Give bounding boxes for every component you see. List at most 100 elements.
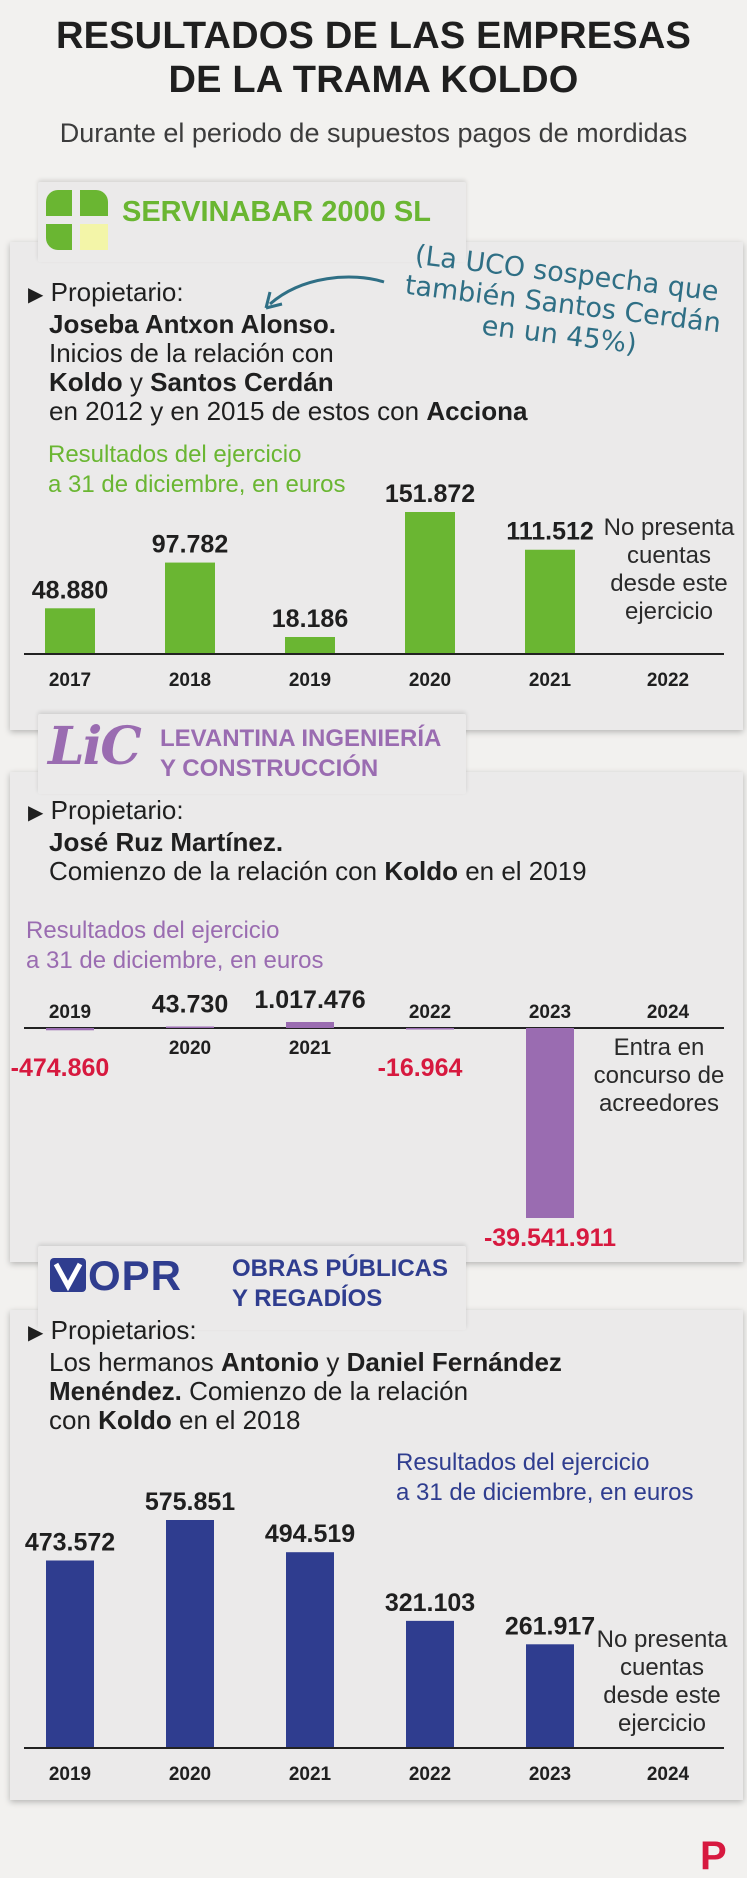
bar-2019 <box>46 1028 94 1031</box>
value-label-2022: 321.103 <box>385 1589 475 1617</box>
note-line-3: desde este <box>610 570 728 597</box>
value-label-2019: 473.572 <box>25 1528 115 1556</box>
results-label-line-1: Resultados del ejercicio <box>48 441 302 468</box>
rel-acciona: Acciona <box>426 396 528 426</box>
owner-prefix: Propietario: <box>50 277 184 307</box>
owner-name: José Ruz Martínez. <box>49 827 284 857</box>
title-line-1: RESULTADOS DE LAS EMPRESAS <box>55 15 692 57</box>
value-label-2019: 18.186 <box>272 605 348 633</box>
note-line-3: desde este <box>603 1682 721 1709</box>
levantina-name-line-1: LEVANTINA INGENIERÍA <box>160 725 442 752</box>
curved-arrow-icon <box>264 275 385 310</box>
owner-prefix: Propietarios: <box>50 1315 197 1345</box>
note-line-1: No presenta <box>603 514 735 541</box>
bar-2023 <box>526 1028 574 1218</box>
rel-y: y <box>319 1347 347 1377</box>
relation-year: en el 2018 <box>179 1405 301 1435</box>
opr-owner: ▶ Propietarios: Los hermanos Antonio y D… <box>28 1316 562 1435</box>
tick-label-2022: 2022 <box>647 670 689 691</box>
tick-label-2021: 2021 <box>289 1038 332 1059</box>
relation-line-2: en 2012 y en 2015 de estos con <box>49 396 420 426</box>
results-label-line-1: Resultados del ejercicio <box>396 1449 650 1476</box>
bar-2021 <box>286 1552 334 1748</box>
main-title: RESULTADOS DE LAS EMPRESAS DE LA TRAMA K… <box>0 14 747 102</box>
results-label-line-2: a 31 de diciembre, en euros <box>48 471 346 498</box>
tick-label-2021: 2021 <box>529 670 572 691</box>
note-line-1: Entra en <box>613 1034 705 1061</box>
levantina-panel <box>10 772 743 1262</box>
tick-label-2024: 2024 <box>647 1002 690 1023</box>
servinabar-results-label: Resultados del ejercicio a 31 de diciemb… <box>48 440 346 500</box>
rel-koldo: Koldo <box>98 1405 172 1435</box>
note-line-4: ejercicio <box>624 598 714 625</box>
bar-2017 <box>45 608 95 654</box>
publisher-logo: P <box>700 1836 727 1876</box>
publisher-logo-letter: P <box>700 1834 727 1878</box>
bar-2020 <box>166 1026 214 1028</box>
levantina-insolvency-note: Entra en concurso de acreedores <box>576 1034 742 1118</box>
levantina-logo: LiC <box>48 716 142 777</box>
tick-label-2020: 2020 <box>409 670 451 691</box>
levantina-name-line-2: Y CONSTRUCCIÓN <box>160 755 379 782</box>
tick-label-2019: 2019 <box>49 1764 91 1785</box>
results-label-line-2: a 31 de diciembre, en euros <box>26 947 324 974</box>
bar-2022 <box>406 1620 454 1748</box>
tick-label-2020: 2020 <box>169 1038 211 1059</box>
opr-tab <box>38 1246 466 1330</box>
tick-label-2018: 2018 <box>169 670 211 691</box>
value-label-2021: 1.017.476 <box>254 986 365 1014</box>
subtitle: Durante el periodo de supuestos pagos de… <box>59 118 688 148</box>
results-label-line-1: Resultados del ejercicio <box>26 917 280 944</box>
tick-label-2017: 2017 <box>49 670 91 691</box>
note-line-1: No presenta <box>596 1626 728 1653</box>
bar-2020 <box>405 512 455 654</box>
rel-daniel: Daniel Fernández <box>346 1347 562 1377</box>
servinabar-no-accounts-note: No presenta cuentas desde este ejercicio <box>590 514 747 626</box>
bar-2018 <box>165 562 215 654</box>
value-label-2023: -39.541.911 <box>484 1224 616 1252</box>
tick-label-2019: 2019 <box>289 670 331 691</box>
opr-name: OBRAS PÚBLICAS Y REGADÍOS <box>232 1254 448 1314</box>
rel-koldo: Koldo <box>384 856 458 886</box>
tick-label-2023: 2023 <box>529 1764 571 1785</box>
bar-2020 <box>166 1520 214 1748</box>
opr-logo: OPR <box>88 1252 183 1299</box>
bar-2023 <box>526 1644 574 1748</box>
levantina-owner: ▶ Propietario: José Ruz Martínez. Comien… <box>28 796 587 886</box>
bar-2019 <box>46 1560 94 1748</box>
opr-no-accounts-note: No presenta cuentas desde este ejercicio <box>582 1626 742 1738</box>
servinabar-name: SERVINABAR 2000 SL <box>122 196 431 228</box>
triangle-bullet-icon: ▶ <box>28 802 44 824</box>
relation-line-1: Inicios de la relación con <box>49 338 334 368</box>
levantina-tab <box>38 714 466 794</box>
note-line-3: acreedores <box>598 1090 720 1117</box>
rel-antonio: Antonio <box>221 1347 320 1377</box>
value-label-2020: 575.851 <box>145 1488 235 1516</box>
value-label-2017: 48.880 <box>32 576 108 604</box>
tick-label-2023: 2023 <box>529 1002 571 1023</box>
tick-label-2022: 2022 <box>409 1764 451 1785</box>
rel-koldo: Koldo <box>49 367 123 397</box>
opr-results-label: Resultados del ejercicio a 31 de diciemb… <box>396 1448 694 1508</box>
bar-2021 <box>286 1022 334 1028</box>
value-label-2023: 261.917 <box>505 1612 595 1640</box>
levantina-results-label: Resultados del ejercicio a 31 de diciemb… <box>26 916 324 976</box>
note-line-2: cuentas <box>619 1654 705 1681</box>
tick-label-2020: 2020 <box>169 1764 211 1785</box>
value-label-2019: -474.860 <box>11 1054 110 1082</box>
value-label-2018: 97.782 <box>152 531 228 559</box>
tick-label-2024: 2024 <box>647 1764 690 1785</box>
bar-2019 <box>285 636 335 654</box>
owner-name: Joseba Antxon Alonso. <box>49 309 336 339</box>
opr-name-line-1: OBRAS PÚBLICAS <box>232 1255 449 1282</box>
value-label-2020: 151.872 <box>385 480 475 508</box>
value-label-2022: -16.964 <box>378 1054 463 1082</box>
note-line-4: ejercicio <box>617 1710 707 1737</box>
value-label-2021: 494.519 <box>265 1520 355 1548</box>
value-label-2020: 43.730 <box>152 991 228 1019</box>
bar-2021 <box>525 549 575 654</box>
servinabar-tab <box>38 182 466 262</box>
tick-label-2019: 2019 <box>49 1002 91 1023</box>
